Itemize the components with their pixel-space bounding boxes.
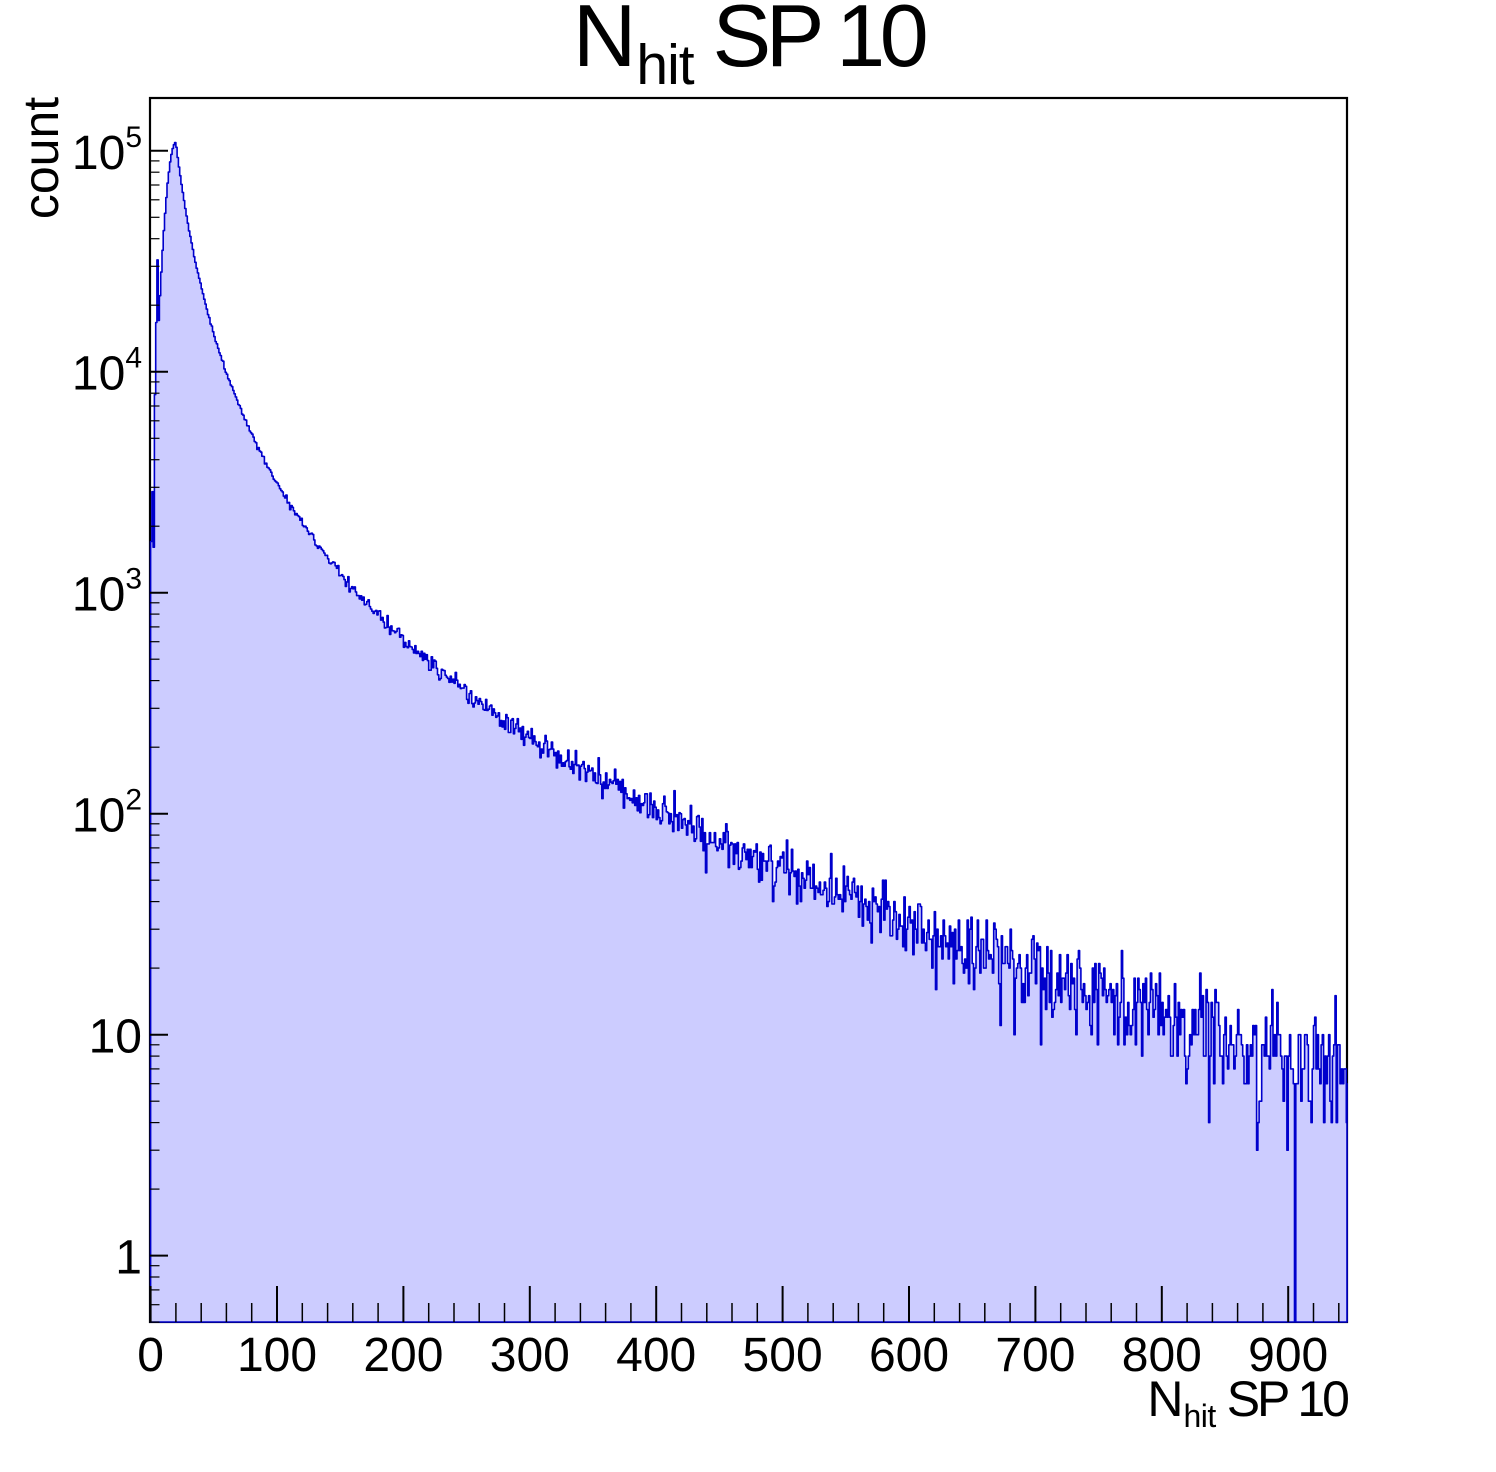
svg-text:700: 700 — [995, 1329, 1075, 1382]
svg-text:500: 500 — [743, 1329, 823, 1382]
svg-text:400: 400 — [616, 1329, 696, 1382]
svg-text:104: 104 — [72, 342, 142, 401]
svg-text:count: count — [13, 97, 69, 219]
svg-text:10: 10 — [89, 1011, 142, 1064]
svg-text:Nhit SP 10: Nhit SP 10 — [1147, 1371, 1348, 1434]
svg-text:Nhit SP 10: Nhit SP 10 — [573, 0, 926, 97]
svg-text:200: 200 — [363, 1329, 443, 1382]
svg-text:105: 105 — [72, 121, 142, 180]
svg-text:102: 102 — [72, 784, 142, 843]
svg-text:600: 600 — [869, 1329, 949, 1382]
svg-text:100: 100 — [237, 1329, 317, 1382]
svg-text:103: 103 — [72, 563, 142, 622]
svg-text:300: 300 — [490, 1329, 570, 1382]
svg-text:0: 0 — [137, 1329, 164, 1382]
svg-text:1: 1 — [115, 1232, 142, 1285]
